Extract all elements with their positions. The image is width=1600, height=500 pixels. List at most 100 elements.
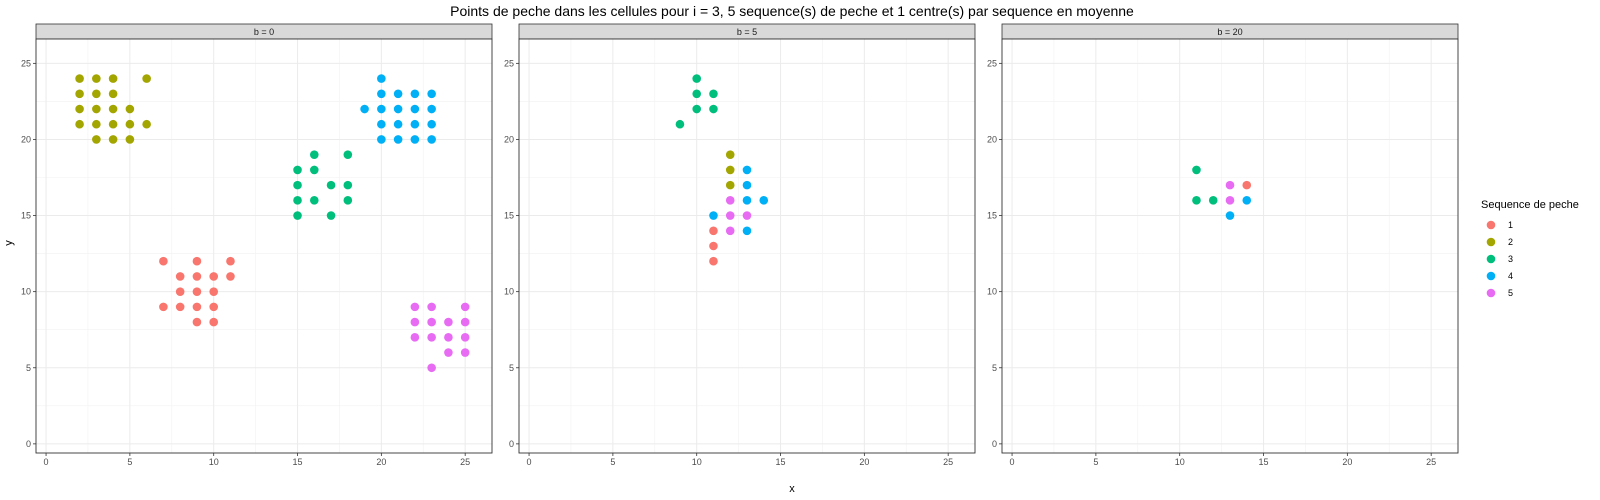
y-tick-label: 15	[21, 211, 31, 221]
y-tick-label: 0	[509, 439, 514, 449]
y-tick-label: 5	[26, 363, 31, 373]
strip-label: b = 5	[737, 27, 757, 37]
data-point-seq-1	[175, 272, 185, 281]
data-point-seq-1	[192, 256, 202, 266]
data-point-seq-4	[360, 104, 369, 114]
legend-label-4: 4	[1508, 271, 1513, 281]
y-tick-label: 20	[987, 134, 997, 144]
data-point-seq-3	[343, 196, 353, 205]
legend-key-3	[1486, 254, 1496, 264]
data-point-seq-5	[444, 348, 453, 357]
y-tick-label: 10	[21, 287, 31, 297]
data-point-seq-4	[709, 211, 718, 220]
data-point-seq-2	[92, 119, 101, 129]
data-point-seq-1	[209, 302, 219, 312]
data-point-seq-2	[725, 150, 735, 159]
y-tick-label: 10	[504, 287, 514, 297]
data-point-seq-4	[427, 89, 436, 99]
data-point-seq-1	[209, 317, 219, 327]
x-tick-label: 15	[776, 457, 786, 467]
y-tick-label: 20	[21, 134, 31, 144]
data-point-seq-5	[427, 333, 436, 342]
panel-border	[518, 38, 976, 454]
data-point-seq-3	[675, 119, 685, 129]
data-point-seq-2	[108, 104, 118, 114]
y-tick-label: 15	[987, 211, 997, 221]
legend-label-1: 1	[1508, 220, 1513, 230]
legend: Sequence de peche 1 2 3 4 5	[1481, 199, 1579, 298]
x-tick-label: 15	[1259, 457, 1269, 467]
y-tick-label: 15	[504, 211, 514, 221]
data-point-seq-1	[192, 272, 202, 281]
data-point-seq-5	[1225, 180, 1235, 190]
x-tick-label: 20	[376, 457, 386, 467]
y-tick-label: 25	[21, 58, 31, 68]
data-point-seq-2	[125, 135, 135, 144]
x-tick-label: 20	[859, 457, 869, 467]
data-point-seq-2	[142, 119, 151, 129]
data-point-seq-3	[293, 165, 302, 175]
panels-group: b = 0 0 5 10 15 20 25 0 5 10 15 20 25 b = 5 0 5 10 15 20 25…	[21, 23, 1459, 467]
x-tick-label: 0	[527, 457, 532, 467]
legend-key-1	[1486, 220, 1496, 230]
y-axis-title: y	[3, 240, 15, 246]
legend-key-4	[1486, 271, 1496, 281]
x-tick-label: 25	[943, 457, 953, 467]
data-point-seq-4	[410, 119, 420, 129]
data-point-seq-5	[460, 348, 470, 357]
data-point-seq-5	[444, 333, 453, 342]
data-point-seq-2	[125, 119, 135, 129]
data-point-seq-4	[427, 104, 436, 114]
data-point-seq-1	[175, 287, 185, 296]
data-point-seq-5	[460, 302, 470, 312]
data-point-seq-2	[108, 119, 118, 129]
data-point-seq-2	[75, 119, 84, 129]
data-point-seq-4	[410, 104, 420, 114]
data-point-seq-5	[460, 317, 470, 327]
legend-key-2	[1486, 237, 1496, 247]
legend-label-5: 5	[1508, 288, 1513, 298]
data-point-seq-1	[1242, 180, 1252, 190]
plot-background	[519, 39, 975, 453]
strip-label: b = 0	[254, 27, 274, 37]
plot-background	[36, 39, 492, 453]
data-point-seq-4	[377, 104, 386, 114]
x-tick-label: 10	[692, 457, 702, 467]
x-tick-label: 10	[209, 457, 219, 467]
panel-3: b = 20 0 5 10 15 20 25 0 5 10 15 20 25	[987, 23, 1459, 467]
legend-title: Sequence de peche	[1481, 199, 1579, 211]
data-point-seq-2	[108, 135, 118, 144]
data-point-seq-4	[410, 89, 420, 99]
data-point-seq-3	[293, 180, 302, 190]
data-point-seq-3	[692, 104, 702, 114]
data-point-seq-2	[725, 180, 735, 190]
data-point-seq-1	[159, 302, 168, 312]
data-point-seq-5	[427, 302, 436, 312]
legend-key-5	[1486, 288, 1496, 298]
data-point-seq-3	[309, 165, 319, 175]
data-point-seq-3	[326, 180, 336, 190]
data-point-seq-5	[427, 363, 436, 373]
data-point-seq-2	[108, 89, 118, 99]
data-point-seq-3	[326, 211, 336, 220]
x-tick-label: 0	[1010, 457, 1015, 467]
data-point-seq-5	[725, 196, 735, 205]
data-point-seq-4	[393, 89, 403, 99]
data-point-seq-3	[709, 89, 718, 99]
panel-border	[35, 38, 493, 454]
legend-label-3: 3	[1508, 254, 1513, 264]
chart-title: Points de peche dans les cellules pour i…	[450, 3, 1134, 19]
y-tick-label: 0	[992, 439, 997, 449]
data-point-seq-3	[709, 104, 718, 114]
data-point-seq-5	[410, 302, 420, 312]
data-point-seq-1	[209, 272, 219, 281]
data-point-seq-4	[393, 135, 403, 144]
plot-background	[1002, 39, 1458, 453]
data-point-seq-4	[427, 119, 436, 129]
x-axis-title: x	[789, 483, 795, 495]
data-point-seq-5	[410, 317, 420, 327]
data-point-seq-3	[309, 196, 319, 205]
y-tick-label: 5	[992, 363, 997, 373]
data-point-seq-2	[92, 135, 101, 144]
